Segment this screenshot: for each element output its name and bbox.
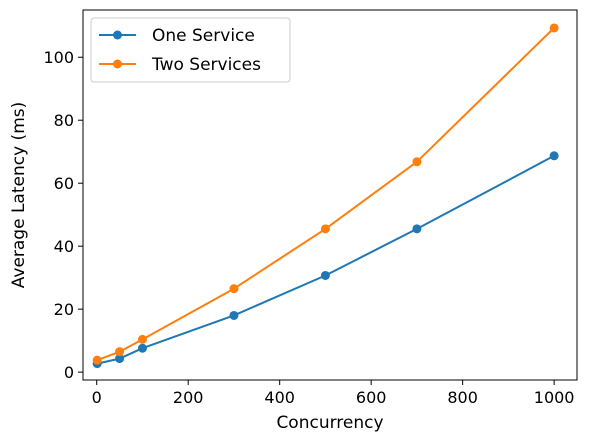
- data-point-two-services: [229, 284, 239, 294]
- data-point-one-service: [549, 151, 559, 161]
- data-point-one-service: [320, 270, 330, 280]
- data-point-two-services: [412, 157, 422, 167]
- y-tick-label: 80: [54, 111, 74, 130]
- data-point-one-service: [229, 310, 239, 320]
- x-tick-label: 200: [173, 388, 204, 407]
- x-tick-label: 400: [264, 388, 295, 407]
- x-axis-label: Concurrency: [276, 413, 383, 433]
- legend-label-one-service: One Service: [152, 26, 255, 46]
- data-point-one-service: [137, 343, 147, 353]
- legend: One Service Two Services: [90, 17, 291, 83]
- y-tick-label: 40: [54, 237, 74, 256]
- data-point-one-service: [412, 224, 422, 234]
- y-tick-label: 20: [54, 300, 74, 319]
- y-axis: 0 20 40 60 80 100: [43, 48, 83, 382]
- x-tick-label: 600: [356, 388, 387, 407]
- data-point-two-services: [549, 23, 559, 33]
- y-tick-label: 100: [43, 48, 74, 67]
- data-point-two-services: [92, 355, 102, 365]
- legend-label-two-services: Two Services: [151, 55, 261, 75]
- data-point-two-services: [320, 224, 330, 234]
- y-axis-label: Average Latency (ms): [9, 102, 29, 289]
- x-axis: 0 200 400 600 800 1000: [92, 380, 575, 407]
- plot-area: [92, 23, 559, 369]
- x-tick-label: 0: [92, 388, 102, 407]
- series-line-one-service: [96, 154, 555, 365]
- legend-box: [90, 17, 291, 83]
- legend-marker-two-services: [113, 59, 122, 69]
- data-point-one-service: [115, 354, 125, 364]
- y-tick-label: 0: [64, 363, 74, 382]
- x-tick-label: 1000: [534, 388, 575, 407]
- y-tick-label: 60: [54, 174, 74, 193]
- legend-marker-one-service: [113, 30, 122, 40]
- data-point-two-services: [137, 334, 147, 344]
- plot-frame: [82, 9, 578, 381]
- data-point-two-services: [115, 347, 125, 357]
- x-tick-label: 800: [447, 388, 478, 407]
